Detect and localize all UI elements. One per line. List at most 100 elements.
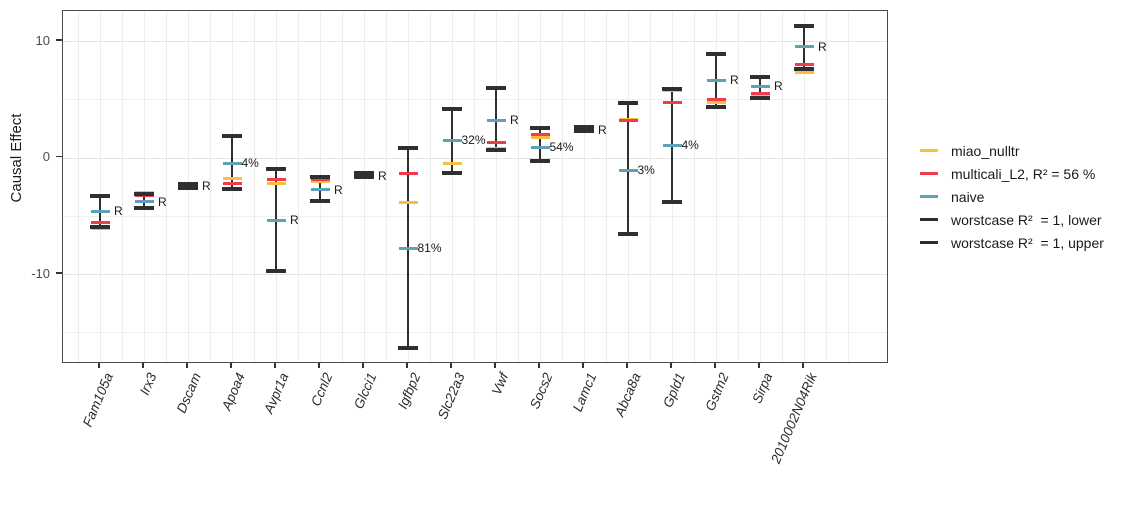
x-tick-label: Glcci1 (351, 370, 380, 412)
y-tick-mark (56, 272, 62, 274)
x-tick-label: Slc22a3 (435, 370, 468, 422)
point-annotation: R (510, 113, 519, 128)
gridline-v (738, 11, 739, 362)
series-tick (266, 181, 286, 185)
point-annotation: R (202, 179, 211, 194)
x-tick-mark (758, 363, 760, 368)
x-tick-mark (582, 363, 584, 368)
gridline-v (518, 11, 519, 362)
worstcase-upper-cap (134, 191, 154, 196)
series-tick (618, 168, 638, 172)
x-tick-mark (670, 363, 672, 368)
worstcase-upper-cap (530, 126, 550, 131)
legend-label: worstcase R² = 1, lower (951, 211, 1102, 228)
point-annotation: 4% (241, 156, 259, 171)
worstcase-lower-cap (178, 185, 198, 190)
legend-key-line (920, 149, 938, 152)
worstcase-upper-cap (178, 182, 198, 187)
series-tick (618, 118, 638, 122)
worstcase-lower-cap (354, 175, 374, 180)
legend-key-line (920, 241, 938, 244)
point-annotation: R (774, 79, 783, 94)
x-tick-label: Dscam (173, 370, 204, 416)
worstcase-upper-cap (222, 133, 242, 138)
errorbar-line (539, 128, 541, 161)
worstcase-upper-cap (574, 124, 594, 129)
gridline-v (430, 11, 431, 362)
x-tick-mark (318, 363, 320, 368)
x-tick-mark (450, 363, 452, 368)
gridline-v (782, 11, 783, 362)
series-tick (134, 194, 154, 198)
worstcase-upper-cap (750, 75, 770, 80)
x-tick-mark (230, 363, 232, 368)
series-tick (706, 100, 726, 104)
legend-label: multicali_L2, R² = 56 % (951, 165, 1096, 182)
errorbar-line (627, 102, 629, 234)
worstcase-upper-cap (310, 175, 330, 180)
worstcase-upper-cap (442, 107, 462, 112)
series-tick (266, 218, 286, 222)
series-tick (222, 181, 242, 185)
series-tick (398, 246, 418, 250)
gridline-v (210, 11, 211, 362)
y-tick-label: 0 (42, 149, 50, 164)
x-tick-label: Lamc1 (570, 370, 600, 414)
x-tick-label: Gpld1 (660, 370, 688, 410)
gridline-v (694, 11, 695, 362)
series-tick (530, 145, 550, 149)
point-annotation: R (598, 122, 607, 137)
legend-entry: worstcase R² = 1, upper (920, 231, 1104, 254)
series-tick (134, 200, 154, 204)
gridline-v (122, 11, 123, 362)
gridline-v (650, 11, 651, 362)
y-tick-label: 10 (35, 32, 50, 48)
gridline-v (364, 11, 365, 362)
gridline-v (298, 11, 299, 362)
worstcase-lower-cap (794, 66, 814, 71)
legend-entry: naive (920, 185, 1104, 208)
point-annotation: 81% (417, 241, 442, 256)
gridline-v (584, 11, 585, 362)
gridline-minor-h (63, 99, 887, 101)
point-annotation: R (290, 213, 299, 228)
legend-entry: worstcase R² = 1, lower (920, 208, 1104, 231)
series-tick (794, 70, 814, 74)
series-tick (750, 84, 770, 88)
gridline-v (496, 11, 497, 362)
series-tick (442, 162, 462, 166)
x-tick-mark (802, 363, 804, 368)
gridline-v (826, 11, 827, 362)
legend-label: miao_nulltr (951, 142, 1020, 159)
x-tick-mark (362, 363, 364, 368)
point-annotation: R (378, 168, 387, 183)
worstcase-lower-cap (222, 186, 242, 191)
series-tick (486, 118, 506, 122)
x-tick-mark (142, 363, 144, 368)
x-tick-label: Ccnl2 (308, 370, 336, 409)
series-tick (222, 176, 242, 180)
worstcase-upper-cap (354, 170, 374, 175)
series-tick (398, 172, 418, 176)
worstcase-lower-cap (618, 231, 638, 236)
legend-key-line (920, 195, 938, 198)
worstcase-lower-cap (90, 225, 110, 230)
y-tick-mark (56, 155, 62, 158)
gridline-v (78, 11, 79, 362)
series-tick (706, 97, 726, 101)
x-tick-label: Igfbp2 (395, 370, 424, 412)
series-tick (486, 141, 506, 145)
x-tick-mark (98, 363, 100, 368)
worstcase-upper-cap (90, 193, 110, 198)
gridline-v (848, 11, 849, 362)
worstcase-lower-cap (662, 199, 682, 204)
worstcase-upper-cap (398, 146, 418, 151)
worstcase-upper-cap (486, 85, 506, 90)
worstcase-lower-cap (442, 170, 462, 175)
series-tick (398, 200, 418, 204)
worstcase-upper-cap (706, 51, 726, 56)
x-tick-label: Socs2 (527, 370, 556, 412)
gridline-v (804, 11, 805, 362)
x-tick-mark (626, 363, 628, 368)
